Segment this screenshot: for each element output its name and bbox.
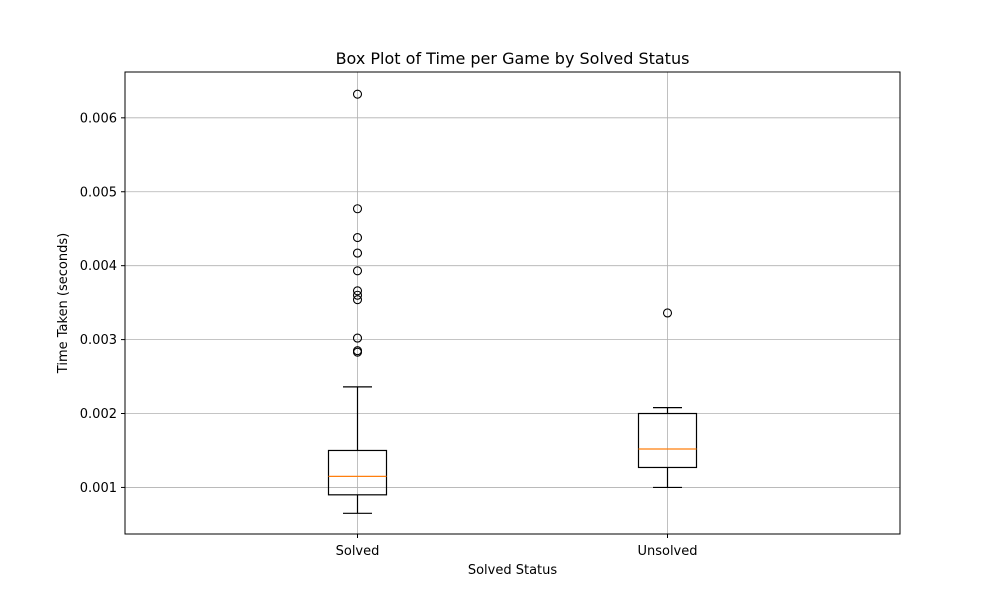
y-tick-label: 0.003	[80, 333, 117, 348]
y-tick-label: 0.002	[80, 407, 117, 422]
outlier-point	[352, 290, 363, 300]
y-axis-label: Time Taken (seconds)	[56, 233, 71, 374]
chart-title: Box Plot of Time per Game by Solved Stat…	[336, 49, 690, 68]
boxes	[327, 89, 698, 514]
y-tick-label: 0.005	[80, 185, 117, 200]
outlier-point	[352, 204, 363, 214]
outlier-point	[352, 333, 363, 343]
outlier-point	[662, 308, 673, 318]
outlier-point	[352, 233, 363, 243]
x-tick-label: Unsolved	[637, 544, 697, 559]
y-tick-label: 0.001	[80, 481, 117, 496]
outlier-point	[352, 89, 363, 99]
outlier-point	[352, 286, 363, 296]
box-solved	[327, 89, 388, 514]
grid-lines	[125, 72, 900, 534]
y-tick-label: 0.006	[80, 111, 117, 126]
outlier-point	[352, 266, 363, 276]
x-tick-label: Solved	[336, 544, 380, 559]
x-axis-label: Solved Status	[468, 563, 558, 578]
box-unsolved	[637, 308, 698, 489]
y-tick-label: 0.004	[80, 259, 117, 274]
ticks: 0.001 0.002 0.003 0.004 0.005 0.006 Solved Unso…	[80, 111, 698, 559]
plot-frame	[124, 71, 901, 535]
outlier-point	[352, 295, 363, 305]
outlier-point	[352, 248, 363, 258]
iqr-box	[327, 449, 388, 496]
iqr-box	[637, 412, 698, 469]
outlier-point	[352, 346, 363, 356]
